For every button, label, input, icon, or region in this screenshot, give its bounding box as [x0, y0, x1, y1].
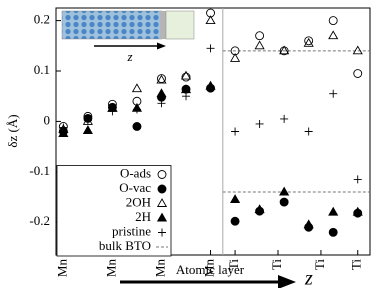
point	[82, 125, 93, 134]
point	[353, 69, 363, 78]
point	[181, 72, 191, 82]
legend-label: O-vac	[119, 180, 151, 195]
legend-label: pristine	[112, 223, 151, 238]
point	[230, 194, 241, 204]
point	[352, 45, 363, 55]
point	[329, 89, 338, 98]
point	[230, 46, 240, 56]
point	[132, 122, 142, 131]
x-tick-label: Mn	[103, 259, 118, 278]
point	[108, 107, 117, 116]
point	[231, 127, 240, 136]
point	[280, 114, 289, 123]
y-tick-label: 0.2	[34, 12, 50, 27]
legend-marker	[157, 170, 167, 179]
point	[304, 127, 313, 136]
x-tick-label: Ti	[349, 259, 364, 270]
point	[157, 74, 166, 84]
legend-label: 2OH	[126, 194, 151, 209]
axis-arrow-label: z	[304, 268, 313, 288]
legend-label: O-ads	[120, 165, 151, 180]
point	[59, 123, 68, 132]
point	[132, 105, 141, 114]
y-tick-label: 0	[44, 112, 51, 127]
legend-marker	[156, 198, 168, 207]
point	[254, 204, 265, 214]
x-tick-label: Ti	[312, 259, 327, 270]
x-tick-label: Ti	[269, 259, 284, 270]
y-tick-label: 0.1	[34, 62, 50, 77]
y-tick-label: -0.2	[29, 213, 50, 228]
x-axis-label: Atomic layer	[176, 262, 245, 277]
y-tick-label: -0.1	[29, 163, 50, 178]
inset-crystal	[61, 10, 163, 40]
inset: z	[61, 10, 195, 64]
legend-box	[56, 165, 172, 257]
x-tick-label: Mn	[152, 259, 167, 278]
point	[304, 36, 314, 46]
point	[230, 216, 240, 226]
legend-label: 2H	[135, 209, 151, 224]
point	[353, 175, 362, 184]
point	[205, 80, 216, 90]
point	[328, 206, 339, 216]
legend-marker	[156, 212, 168, 222]
point	[303, 37, 314, 47]
axis-arrowhead	[278, 275, 296, 288]
x-tick-label: Mn	[54, 259, 69, 278]
point	[83, 116, 92, 125]
plot-area: -0.2 -0.1 0 0.1 0.2 Mn Mn Mn Mn Ti Ti Ti Ti	[29, 7, 371, 278]
legend-marker	[158, 228, 166, 237]
point	[328, 16, 338, 26]
point	[206, 44, 215, 53]
plot-frame	[55, 7, 371, 256]
point	[182, 92, 191, 101]
x-tick-label: Ti	[226, 259, 241, 270]
inset-vacuum	[165, 10, 195, 40]
y-axis-label: δz (Å)	[5, 114, 20, 147]
inset-arrowhead	[157, 42, 166, 50]
point	[156, 88, 167, 98]
legend-label: bulk BTO	[99, 238, 151, 253]
point	[328, 227, 338, 237]
point	[156, 74, 167, 84]
point	[255, 31, 265, 41]
point	[230, 53, 241, 62]
point	[157, 99, 166, 108]
point	[254, 40, 265, 50]
point	[255, 119, 264, 128]
point	[279, 45, 290, 55]
point	[279, 197, 289, 207]
point	[352, 206, 363, 216]
point	[303, 219, 314, 229]
inset-label: z	[126, 49, 132, 64]
point	[205, 15, 216, 25]
x-tick-label: Mn	[202, 259, 217, 278]
point	[328, 30, 339, 40]
point	[279, 186, 290, 196]
point	[180, 70, 192, 80]
inset-interface	[160, 11, 166, 39]
legend-marker	[157, 184, 167, 194]
point	[131, 83, 143, 93]
point	[206, 8, 215, 18]
point	[58, 128, 69, 137]
